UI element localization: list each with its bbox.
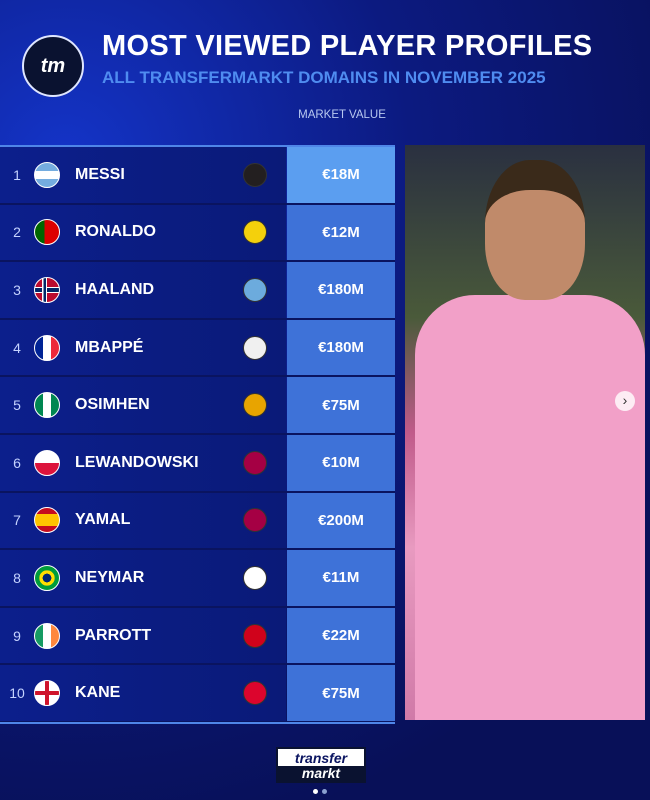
market-value: €12M — [287, 204, 395, 261]
rank: 9 — [13, 627, 21, 644]
player-cell: 7 YAMAL — [0, 492, 286, 549]
player-name: NEYMAR — [75, 568, 145, 586]
player-cell: 9 PARROTT — [0, 607, 286, 664]
flag-icon — [34, 564, 60, 591]
logo-line2: markt — [278, 766, 364, 781]
table-row: 5 OSIMHEN €75M — [0, 377, 395, 435]
club-crest-icon — [243, 565, 267, 590]
player-cell: 5 OSIMHEN — [0, 377, 286, 433]
table-row: 9 PARROTT €22M — [0, 607, 395, 666]
market-value: €200M — [287, 492, 395, 549]
club-crest-icon — [243, 681, 267, 706]
club-crest-icon — [243, 623, 267, 648]
club-crest-icon — [243, 508, 267, 533]
flag-icon — [34, 276, 60, 303]
rank: 8 — [13, 569, 21, 586]
market-value: €22M — [287, 607, 395, 664]
flag-icon — [34, 680, 60, 707]
player-name: YAMAL — [75, 511, 131, 529]
table-row: 2 RONALDO €12M — [0, 204, 395, 263]
divider — [0, 722, 395, 724]
carousel-dots[interactable] — [313, 789, 327, 794]
market-value: €180M — [287, 319, 395, 376]
page-title: MOST VIEWED PLAYER PROFILES — [102, 30, 593, 62]
player-name: MBAPPÉ — [75, 338, 144, 356]
player-name: HAALAND — [75, 280, 155, 298]
club-crest-icon — [243, 162, 267, 187]
player-name: PARROTT — [75, 626, 152, 644]
player-name: KANE — [75, 684, 121, 702]
table-row: 4 MBAPPÉ €180M — [0, 319, 395, 378]
market-value: €11M — [287, 550, 395, 606]
rank: 7 — [13, 512, 21, 529]
player-cell: 10 KANE — [0, 665, 286, 721]
table-row: 6 LEWANDOWSKI €10M — [0, 434, 395, 493]
market-value: €75M — [287, 665, 395, 721]
rank: 3 — [13, 281, 21, 298]
next-slide-button[interactable]: › — [615, 391, 635, 411]
rank: 4 — [13, 339, 21, 356]
dot[interactable] — [322, 789, 327, 794]
dot-active[interactable] — [313, 789, 318, 794]
flag-icon — [34, 161, 60, 188]
market-value: €18M — [287, 147, 395, 203]
player-name: OSIMHEN — [75, 396, 150, 414]
club-crest-icon — [243, 393, 267, 418]
player-cell: 8 NEYMAR — [0, 550, 286, 606]
club-crest-icon — [243, 450, 267, 475]
flag-icon — [34, 622, 60, 649]
table-row: 1 MESSI €18M — [0, 147, 395, 205]
table-row: 8 NEYMAR €11M — [0, 550, 395, 608]
rank: 1 — [13, 166, 21, 183]
market-value: €180M — [287, 262, 395, 318]
table-row: 10 KANE €75M — [0, 665, 395, 723]
flag-icon — [34, 334, 60, 361]
player-name: MESSI — [75, 165, 125, 183]
logo-line1: transfer — [294, 750, 348, 766]
player-name: RONALDO — [75, 223, 156, 241]
player-name: LEWANDOWSKI — [75, 453, 199, 471]
table-row: 3 HAALAND €180M — [0, 262, 395, 320]
player-cell: 2 RONALDO — [0, 204, 286, 261]
player-photo — [405, 145, 645, 720]
rank: 5 — [13, 397, 21, 414]
flag-icon — [34, 219, 60, 246]
player-cell: 6 LEWANDOWSKI — [0, 434, 286, 491]
market-value: €10M — [287, 434, 395, 491]
player-cell: 1 MESSI — [0, 147, 286, 203]
rank: 2 — [13, 224, 21, 241]
club-crest-icon — [243, 335, 267, 360]
rank: 6 — [13, 454, 21, 471]
head — [485, 160, 585, 300]
transfermarkt-logo: transfer markt — [276, 747, 366, 783]
market-value-header: MARKET VALUE — [298, 109, 386, 121]
club-crest-icon — [243, 277, 267, 302]
page-subtitle: ALL TRANSFERMARKT DOMAINS IN NOVEMBER 20… — [102, 68, 546, 87]
shirt — [415, 295, 645, 720]
flag-icon — [34, 449, 60, 476]
flag-icon — [34, 392, 60, 419]
player-cell: 4 MBAPPÉ — [0, 319, 286, 376]
table-row: 7 YAMAL €200M — [0, 492, 395, 551]
tm-logo: tm — [22, 35, 84, 97]
player-cell: 3 HAALAND — [0, 262, 286, 318]
ranking-table: 1 MESSI €18M 2 RONALDO €12M 3 HAALAND €1… — [0, 145, 395, 723]
market-value: €75M — [287, 377, 395, 433]
club-crest-icon — [243, 220, 267, 245]
flag-icon — [34, 507, 60, 534]
rank: 10 — [9, 685, 25, 702]
